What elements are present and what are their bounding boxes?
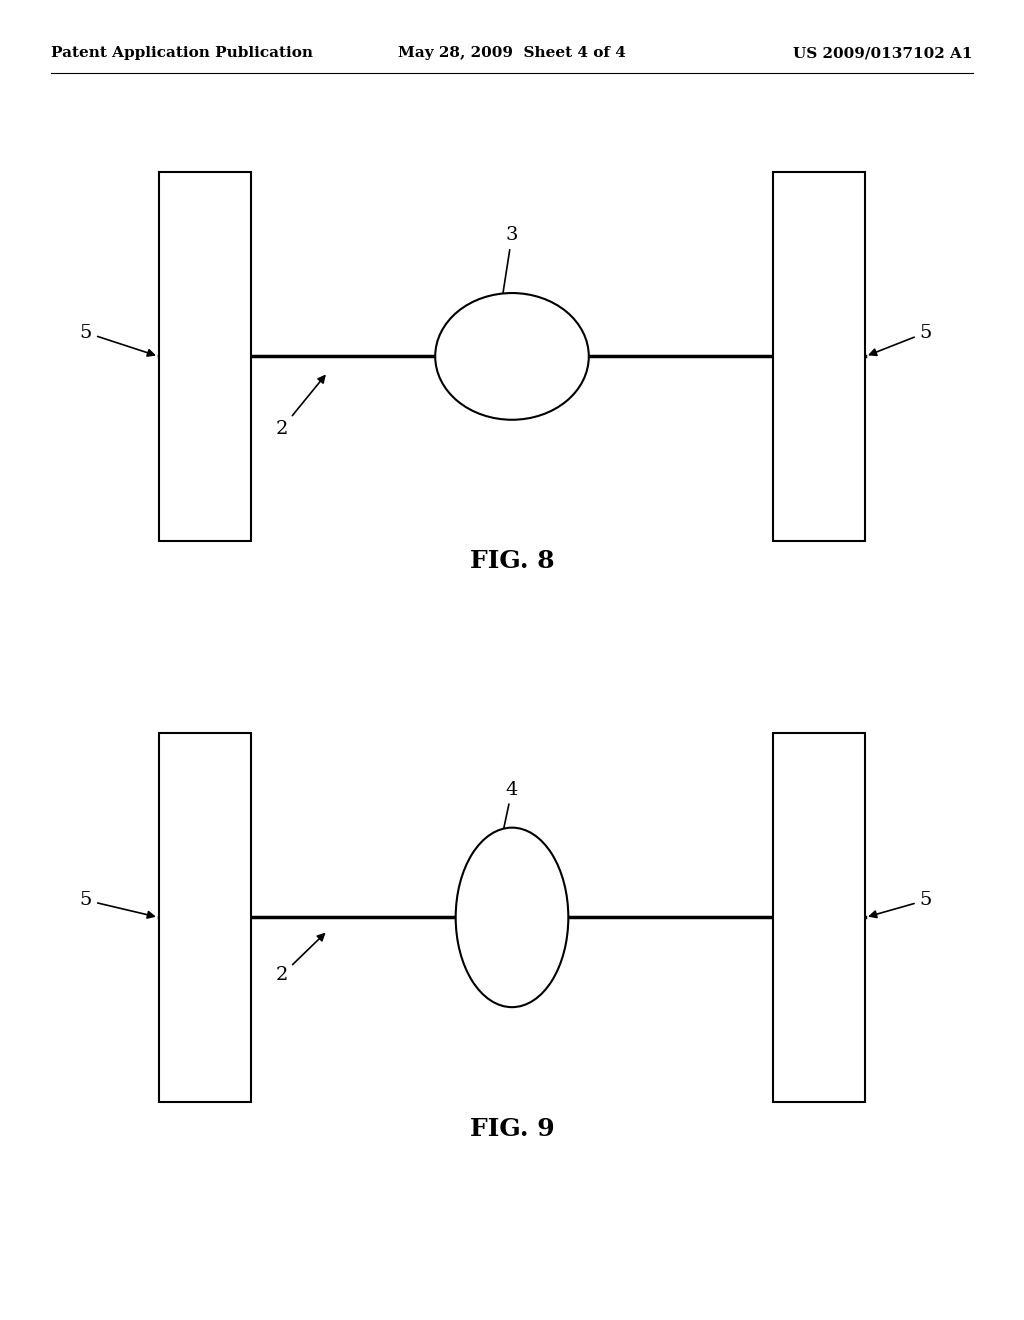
- Bar: [773, 172, 865, 541]
- Ellipse shape: [456, 828, 568, 1007]
- Text: US 2009/0137102 A1: US 2009/0137102 A1: [794, 46, 973, 61]
- Text: Patent Application Publication: Patent Application Publication: [51, 46, 313, 61]
- Text: 2: 2: [275, 376, 325, 438]
- Bar: [159, 733, 251, 1102]
- Text: 5: 5: [869, 891, 932, 917]
- Text: 5: 5: [869, 323, 932, 355]
- Text: FIG. 9: FIG. 9: [470, 1117, 554, 1140]
- Text: 5: 5: [80, 891, 155, 917]
- Text: 3: 3: [498, 226, 518, 310]
- Text: May 28, 2009  Sheet 4 of 4: May 28, 2009 Sheet 4 of 4: [398, 46, 626, 61]
- Bar: [773, 733, 865, 1102]
- Bar: [159, 172, 251, 541]
- Ellipse shape: [435, 293, 589, 420]
- Text: 2: 2: [275, 933, 325, 985]
- Text: 4: 4: [499, 780, 518, 843]
- Text: 5: 5: [80, 323, 155, 356]
- Text: FIG. 8: FIG. 8: [470, 549, 554, 573]
